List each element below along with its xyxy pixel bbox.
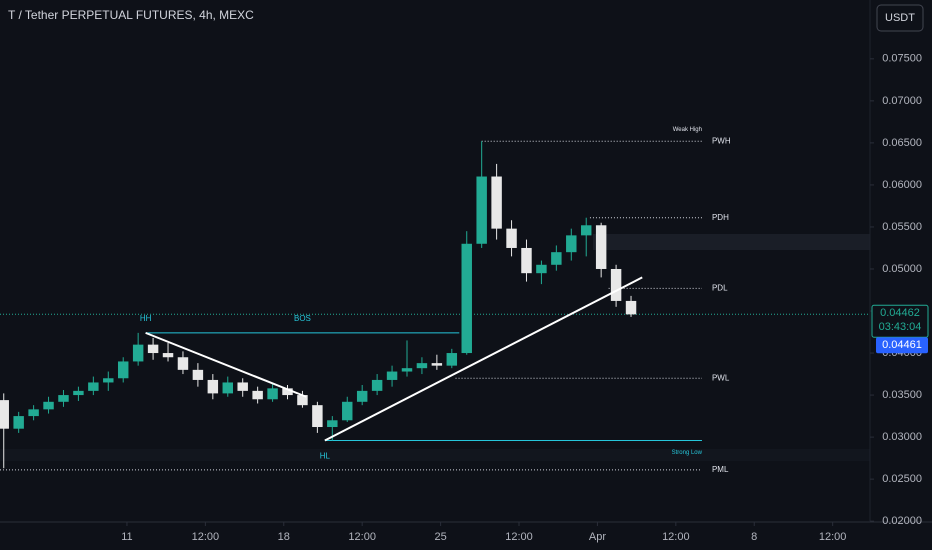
candle-body xyxy=(356,390,368,402)
x-tick-label: 25 xyxy=(434,531,446,543)
candle-body xyxy=(162,353,174,358)
last-price-box xyxy=(876,337,928,354)
y-tick-label: 0.06000 xyxy=(882,179,922,191)
candle-body xyxy=(222,382,233,394)
level-label: PWL xyxy=(712,373,730,382)
candle-body xyxy=(103,378,114,383)
candle-body xyxy=(386,371,398,380)
candle-body xyxy=(446,353,458,366)
candle-body xyxy=(580,225,592,236)
candle-body xyxy=(43,401,54,410)
last-price-label: 0.04461 xyxy=(882,339,922,351)
candle-body xyxy=(506,228,517,248)
x-tick-label: 11 xyxy=(121,531,132,543)
candle-body xyxy=(371,379,383,391)
structure-label: BOS xyxy=(294,314,311,323)
candle-body xyxy=(551,252,562,265)
candle-body xyxy=(267,388,278,400)
candle-body xyxy=(28,409,39,417)
candle-body xyxy=(566,235,577,253)
y-tick-label: 0.05500 xyxy=(882,221,922,233)
x-tick-label: 12:00 xyxy=(505,531,533,543)
y-tick-label: 0.07500 xyxy=(882,53,922,65)
currency-label: USDT xyxy=(885,12,915,24)
candle-body xyxy=(147,344,159,354)
candle-body xyxy=(342,401,353,421)
point-label: HL xyxy=(320,452,331,461)
candle-body xyxy=(595,225,607,269)
chart-title: T / Tether PERPETUAL FUTURES, 4h, MEXC xyxy=(8,8,254,22)
candle-body xyxy=(431,363,443,366)
candle-body xyxy=(207,379,219,394)
x-tick-label: Apr xyxy=(589,531,606,543)
candle-body xyxy=(132,344,144,362)
trendline xyxy=(145,331,307,398)
x-tick-label: 12:00 xyxy=(348,531,376,543)
structure-label: Strong Low xyxy=(672,450,703,456)
x-tick-label: 12:00 xyxy=(192,531,220,543)
candle-body xyxy=(312,405,323,428)
y-tick-label: 0.03000 xyxy=(882,431,922,443)
y-tick-label: 0.07000 xyxy=(882,95,922,107)
y-tick-label: 0.06500 xyxy=(882,137,922,149)
candle-body xyxy=(297,395,308,406)
trendline xyxy=(324,276,643,442)
point-label: HH xyxy=(140,314,152,323)
y-tick-label: 0.02000 xyxy=(882,515,922,527)
candle-body xyxy=(282,388,293,396)
candle-body xyxy=(476,176,487,244)
x-tick-label: 18 xyxy=(278,531,290,543)
candle-body xyxy=(88,382,99,391)
level-label: PDH xyxy=(712,213,729,222)
candle-body xyxy=(177,357,189,370)
candle-body xyxy=(491,176,502,229)
candle-body xyxy=(58,395,69,402)
candle-body xyxy=(401,368,413,372)
level-note: Weak High xyxy=(673,127,702,133)
y-tick-label: 0.05000 xyxy=(882,263,922,275)
y-tick-label: 0.02500 xyxy=(882,473,922,485)
candle-body xyxy=(521,247,532,274)
candle-body xyxy=(117,361,129,379)
candle-body xyxy=(610,268,622,301)
candle-body xyxy=(252,390,263,400)
zone xyxy=(0,449,870,461)
x-tick-label: 12:00 xyxy=(662,531,690,543)
countdown: 03:43:04 xyxy=(879,321,922,333)
level-label: PWH xyxy=(712,136,731,145)
current-price-label: 0.04462 xyxy=(880,307,920,319)
candle-body xyxy=(416,363,428,369)
currency-button[interactable] xyxy=(876,4,924,32)
candle-body xyxy=(0,400,9,429)
y-tick-label: 0.03500 xyxy=(882,389,922,401)
candle-body xyxy=(13,416,24,429)
candle-body xyxy=(237,382,248,391)
x-tick-label: 12:00 xyxy=(819,531,847,543)
zone xyxy=(593,234,870,250)
candle-body xyxy=(327,420,338,428)
x-tick-label: 8 xyxy=(751,531,757,543)
candle-body xyxy=(192,369,204,380)
candle-body xyxy=(73,390,84,396)
level-label: PDL xyxy=(712,283,728,292)
level-label: PML xyxy=(712,465,729,474)
candle-body xyxy=(536,264,547,274)
candle-body xyxy=(625,300,637,315)
candle-body xyxy=(461,243,472,354)
